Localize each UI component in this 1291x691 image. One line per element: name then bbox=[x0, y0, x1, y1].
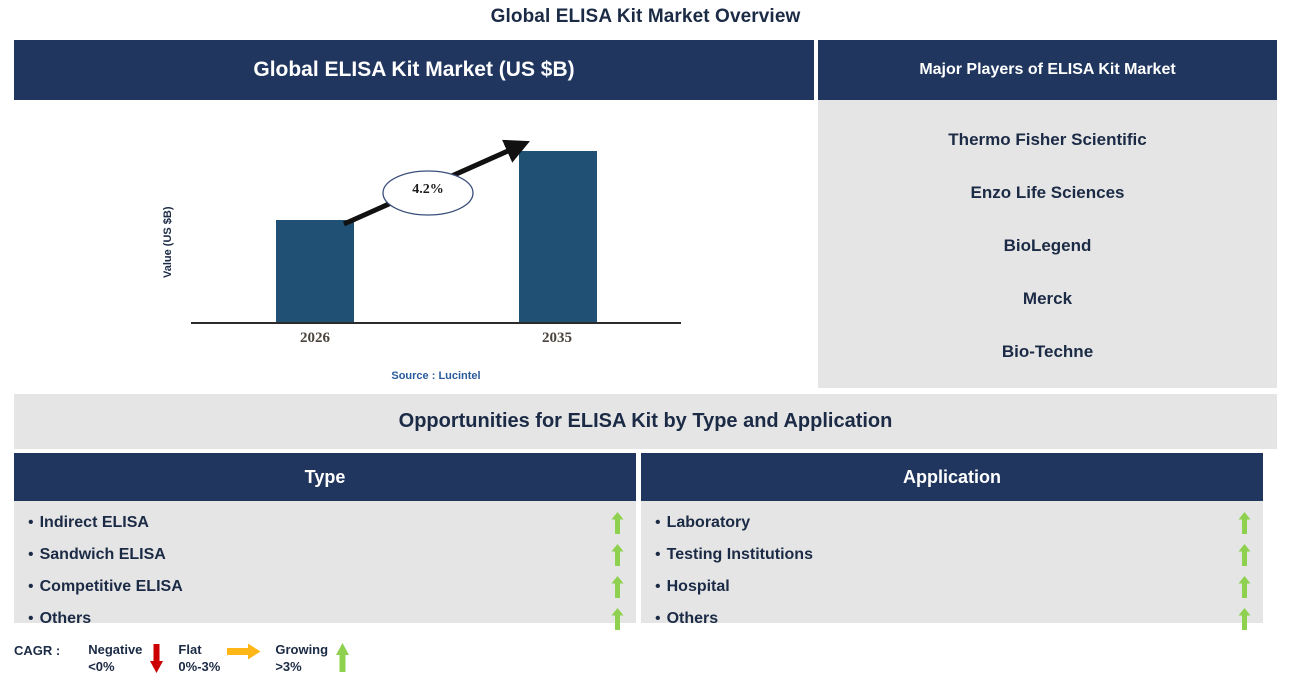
bar-chart: Value (US $B) 2026 2035 4.2% Source : Lu… bbox=[14, 100, 814, 388]
player-item: Merck bbox=[1022, 288, 1073, 308]
type-table-body: • Indirect ELISA • Sandwich ELISA • Comp… bbox=[14, 501, 636, 630]
chart-panel-header-label: Global ELISA Kit Market (US $B) bbox=[253, 58, 575, 81]
table-row: • Others bbox=[14, 603, 636, 635]
bullet-icon: • bbox=[655, 546, 661, 563]
growth-arrow-annotation bbox=[342, 139, 530, 227]
application-table-header: Application bbox=[641, 453, 1263, 501]
type-table-header-label: Type bbox=[304, 466, 346, 487]
arrow-right-icon bbox=[227, 643, 261, 660]
x-tick-2035: 2035 bbox=[542, 330, 572, 346]
market-chart-panel: Value (US $B) 2026 2035 4.2% Source : Lu… bbox=[14, 100, 814, 388]
players-panel-header: Major Players of ELISA Kit Market bbox=[818, 40, 1277, 100]
cagr-negative-label: Negative bbox=[88, 642, 143, 657]
players-panel-header-label: Major Players of ELISA Kit Market bbox=[919, 61, 1176, 78]
y-axis-label: Value (US $B) bbox=[162, 206, 174, 278]
table-row: • Competitive ELISA bbox=[14, 571, 636, 603]
x-tick-2026: 2026 bbox=[300, 330, 330, 346]
cagr-negative-range: <0% bbox=[88, 659, 115, 674]
chart-panel-header: Global ELISA Kit Market (US $B) bbox=[14, 40, 814, 100]
cagr-legend-item-negative: Negative <0% bbox=[88, 641, 170, 675]
type-table: Type • Indirect ELISA • Sandwich ELISA •… bbox=[14, 453, 636, 630]
arrow-up-icon bbox=[1238, 608, 1251, 630]
cagr-legend-title: CAGR : bbox=[14, 643, 61, 658]
arrow-up-icon bbox=[336, 643, 350, 672]
bar-2035 bbox=[519, 151, 597, 322]
application-item-label: Testing Institutions bbox=[666, 546, 813, 563]
arrow-up-icon bbox=[611, 576, 624, 598]
cagr-growing-range: >3% bbox=[275, 659, 302, 674]
bullet-icon: • bbox=[28, 610, 34, 627]
arrow-up-icon bbox=[611, 608, 624, 630]
arrow-up-icon bbox=[1238, 544, 1251, 566]
player-item: Enzo Life Sciences bbox=[970, 183, 1125, 203]
cagr-growing-label: Growing bbox=[275, 642, 329, 657]
application-table-body: • Laboratory • Testing Institutions • Ho… bbox=[641, 501, 1263, 630]
cagr-flat-label: Flat bbox=[178, 642, 202, 657]
player-item: BioLegend bbox=[1003, 235, 1092, 255]
bullet-icon: • bbox=[28, 546, 34, 563]
x-axis-line bbox=[191, 322, 681, 324]
arrow-up-icon bbox=[1238, 512, 1251, 534]
bullet-icon: • bbox=[655, 610, 661, 627]
cagr-legend-item-flat: Flat 0%-3% bbox=[178, 641, 267, 675]
bullet-icon: • bbox=[655, 514, 661, 531]
table-row: • Others bbox=[641, 603, 1263, 635]
opportunities-banner-label: Opportunities for ELISA Kit by Type and … bbox=[398, 410, 893, 432]
table-row: • Indirect ELISA bbox=[14, 507, 636, 539]
cagr-flat-range: 0%-3% bbox=[178, 659, 221, 674]
opportunities-banner: Opportunities for ELISA Kit by Type and … bbox=[14, 394, 1277, 449]
application-table-header-label: Application bbox=[903, 466, 1001, 487]
arrow-up-icon bbox=[1238, 576, 1251, 598]
arrow-down-icon bbox=[150, 644, 164, 673]
chart-source-note: Source : Lucintel bbox=[391, 370, 481, 382]
application-item-label: Laboratory bbox=[666, 514, 751, 531]
table-row: • Sandwich ELISA bbox=[14, 539, 636, 571]
bullet-icon: • bbox=[28, 578, 34, 595]
page-title: Global ELISA Kit Market Overview bbox=[490, 6, 801, 27]
cagr-legend: CAGR : Negative <0% Flat 0%-3% Growing >… bbox=[14, 641, 364, 675]
cagr-legend-item-growing: Growing >3% bbox=[275, 641, 356, 675]
cagr-bubble-label: 4.2% bbox=[412, 182, 444, 197]
application-table: Application • Laboratory • Testing Insti… bbox=[641, 453, 1263, 630]
type-item-label: Sandwich ELISA bbox=[39, 546, 166, 563]
table-row: • Hospital bbox=[641, 571, 1263, 603]
type-item-label: Others bbox=[39, 610, 92, 627]
bullet-icon: • bbox=[28, 514, 34, 531]
type-item-label: Indirect ELISA bbox=[39, 514, 149, 531]
application-item-label: Others bbox=[666, 610, 719, 627]
bar-2026 bbox=[276, 220, 354, 322]
arrow-up-icon bbox=[611, 544, 624, 566]
major-players-panel: Thermo Fisher Scientific Enzo Life Scien… bbox=[818, 100, 1277, 388]
table-row: • Laboratory bbox=[641, 507, 1263, 539]
table-row: • Testing Institutions bbox=[641, 539, 1263, 571]
player-item: Thermo Fisher Scientific bbox=[948, 130, 1147, 150]
arrow-up-icon bbox=[611, 512, 624, 534]
application-item-label: Hospital bbox=[666, 578, 730, 595]
type-table-header: Type bbox=[14, 453, 636, 501]
type-item-label: Competitive ELISA bbox=[39, 578, 183, 595]
bullet-icon: • bbox=[655, 578, 661, 595]
player-item: Bio-Techne bbox=[1001, 341, 1094, 361]
